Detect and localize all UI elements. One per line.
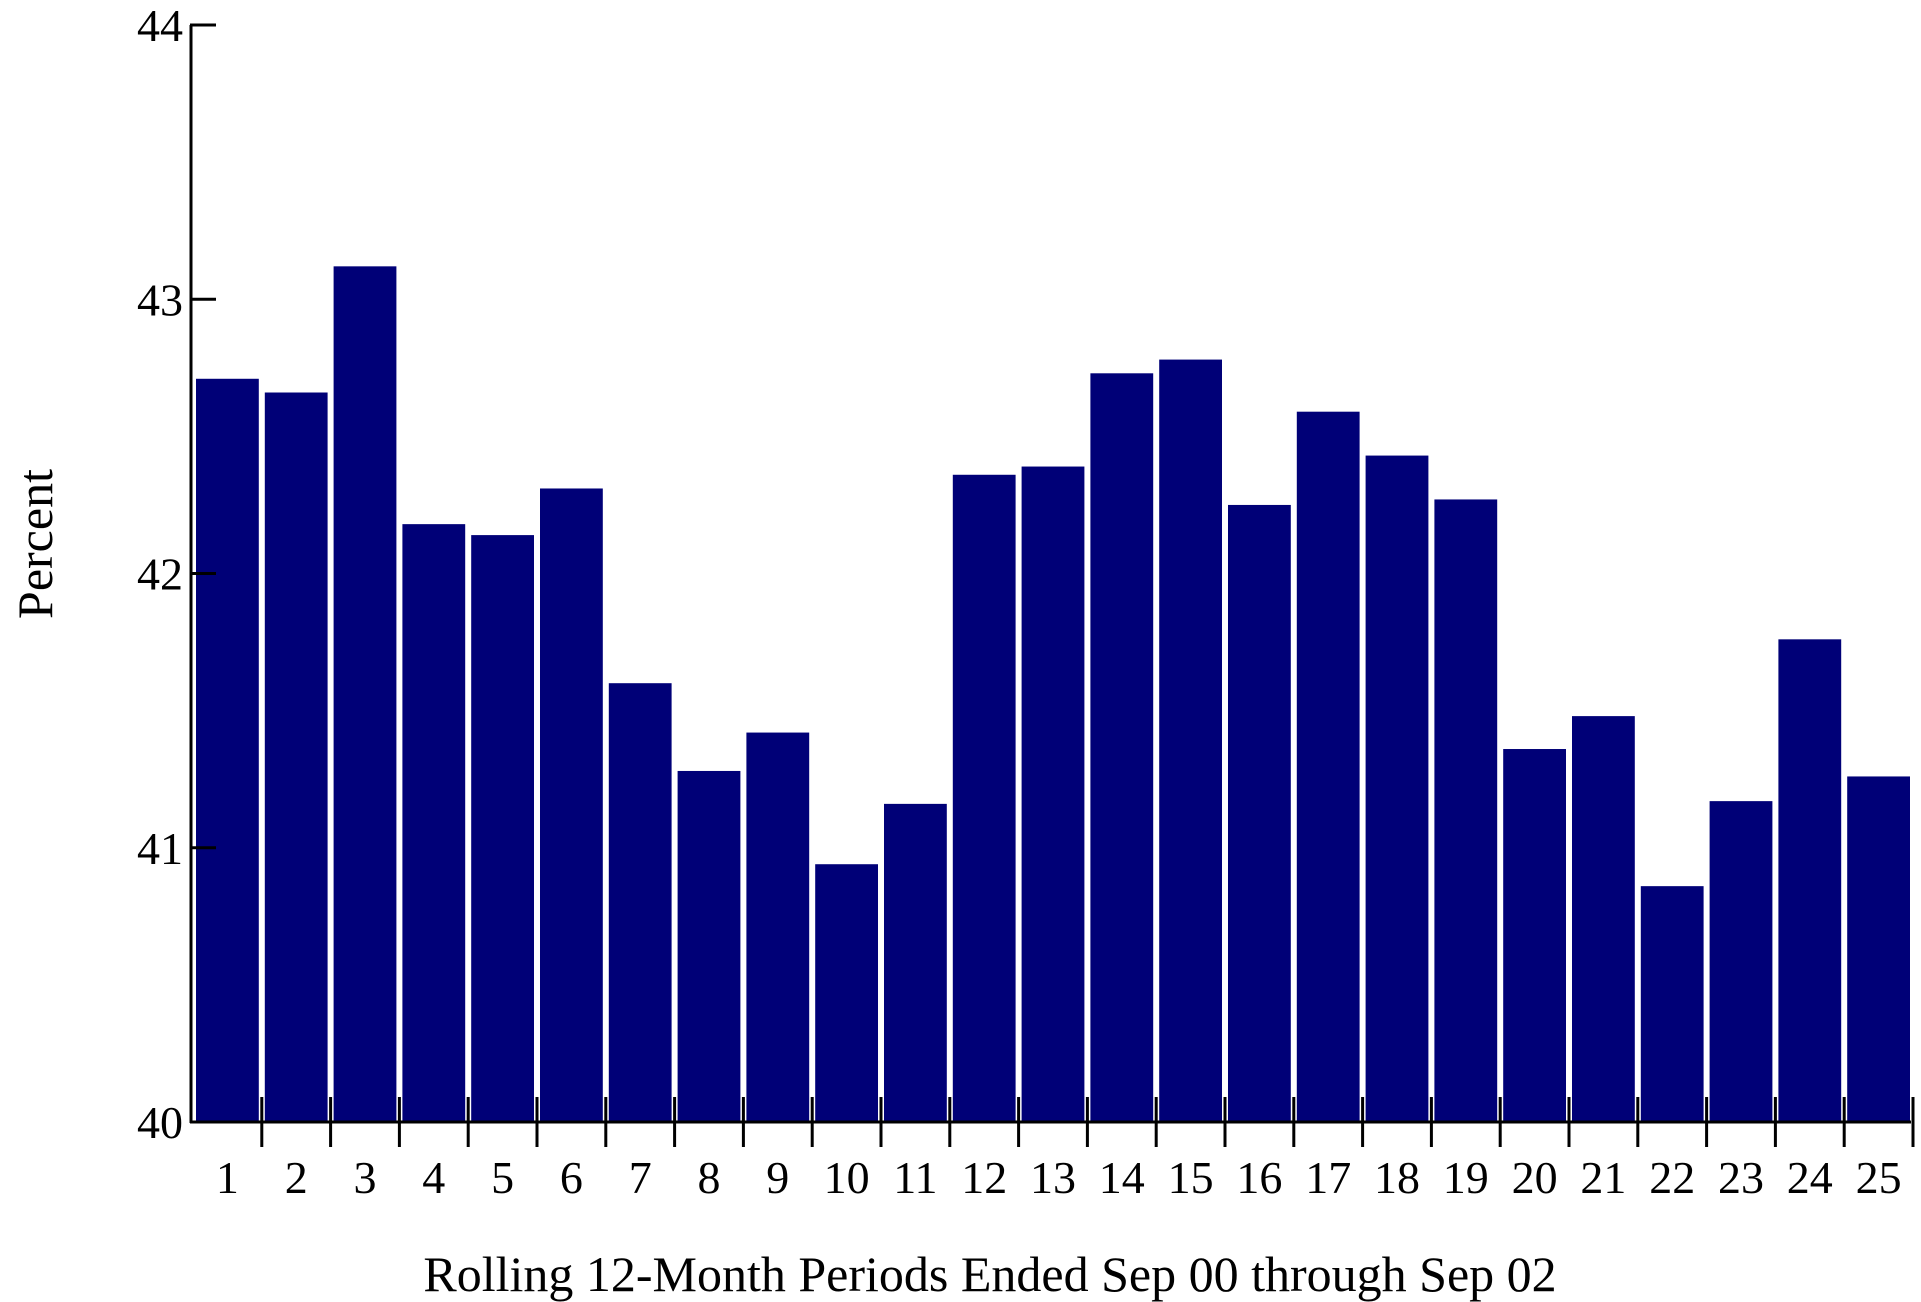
bar-7 (608, 683, 672, 1122)
bar-16 (1228, 504, 1291, 1122)
x-tick-label-18: 18 (1374, 1152, 1420, 1203)
bar-5 (471, 535, 534, 1122)
y-tick-label-44: 44 (137, 0, 183, 51)
bar-21 (1572, 716, 1635, 1122)
x-tick-label-7: 7 (629, 1152, 652, 1203)
y-tick-label-42: 42 (137, 549, 183, 600)
bar-22 (1640, 886, 1704, 1122)
bar-23 (1709, 801, 1773, 1122)
x-tick-label-1: 1 (216, 1152, 239, 1203)
x-tick-label-3: 3 (354, 1152, 377, 1203)
x-tick-label-16: 16 (1236, 1152, 1282, 1203)
bar-4 (402, 524, 466, 1122)
x-tick-label-15: 15 (1168, 1152, 1214, 1203)
bars-group (196, 266, 1910, 1123)
bar-1 (196, 378, 259, 1122)
bar-9 (746, 732, 810, 1122)
x-tick-label-23: 23 (1718, 1152, 1764, 1203)
y-axis-title: Percent (7, 469, 63, 619)
x-tick-label-20: 20 (1512, 1152, 1558, 1203)
bar-19 (1434, 499, 1498, 1122)
x-tick-label-4: 4 (422, 1152, 445, 1203)
bar-15 (1159, 359, 1222, 1123)
x-axis-title: Rolling 12-Month Periods Ended Sep 00 th… (423, 1246, 1556, 1302)
bar-13 (1021, 466, 1085, 1122)
bar-17 (1296, 411, 1360, 1122)
x-tick-label-17: 17 (1305, 1152, 1351, 1203)
x-tick-label-14: 14 (1099, 1152, 1145, 1203)
bar-8 (677, 770, 741, 1122)
x-axis: 1 2 3 4 5 6 7 8 9 10 11 12 13 14 15 16 17 18 19 20 21 22 23 24 2… (191, 1097, 1915, 1203)
x-tick-label-24: 24 (1787, 1152, 1833, 1203)
bar-18 (1365, 455, 1429, 1122)
y-tick-label-40: 40 (137, 1097, 183, 1148)
x-tick-label-11: 11 (893, 1152, 937, 1203)
x-tick-label-12: 12 (961, 1152, 1007, 1203)
bar-20 (1503, 749, 1566, 1122)
x-tick-label-8: 8 (698, 1152, 721, 1203)
x-tick-label-6: 6 (560, 1152, 583, 1203)
x-tick-label-13: 13 (1030, 1152, 1076, 1203)
bar-24 (1778, 639, 1842, 1122)
y-tick-label-43: 43 (137, 274, 183, 325)
y-tick-label-41: 41 (137, 823, 183, 874)
bar-25 (1847, 776, 1910, 1122)
x-tick-label-5: 5 (491, 1152, 514, 1203)
x-tick-label-2: 2 (285, 1152, 308, 1203)
bar-3 (333, 266, 397, 1123)
x-tick-label-19: 19 (1443, 1152, 1489, 1203)
bar-10 (815, 864, 878, 1122)
bar-12 (952, 474, 1016, 1122)
bar-14 (1090, 373, 1154, 1122)
x-tick-label-10: 10 (824, 1152, 870, 1203)
bar-11 (884, 803, 947, 1122)
x-tick-label-25: 25 (1856, 1152, 1902, 1203)
x-tick-label-21: 21 (1580, 1152, 1626, 1203)
bar-2 (264, 392, 328, 1122)
bar-6 (540, 488, 603, 1123)
x-tick-label-22: 22 (1649, 1152, 1695, 1203)
y-axis: 40 41 42 43 44 (137, 0, 216, 1148)
x-tick-label-9: 9 (766, 1152, 789, 1203)
